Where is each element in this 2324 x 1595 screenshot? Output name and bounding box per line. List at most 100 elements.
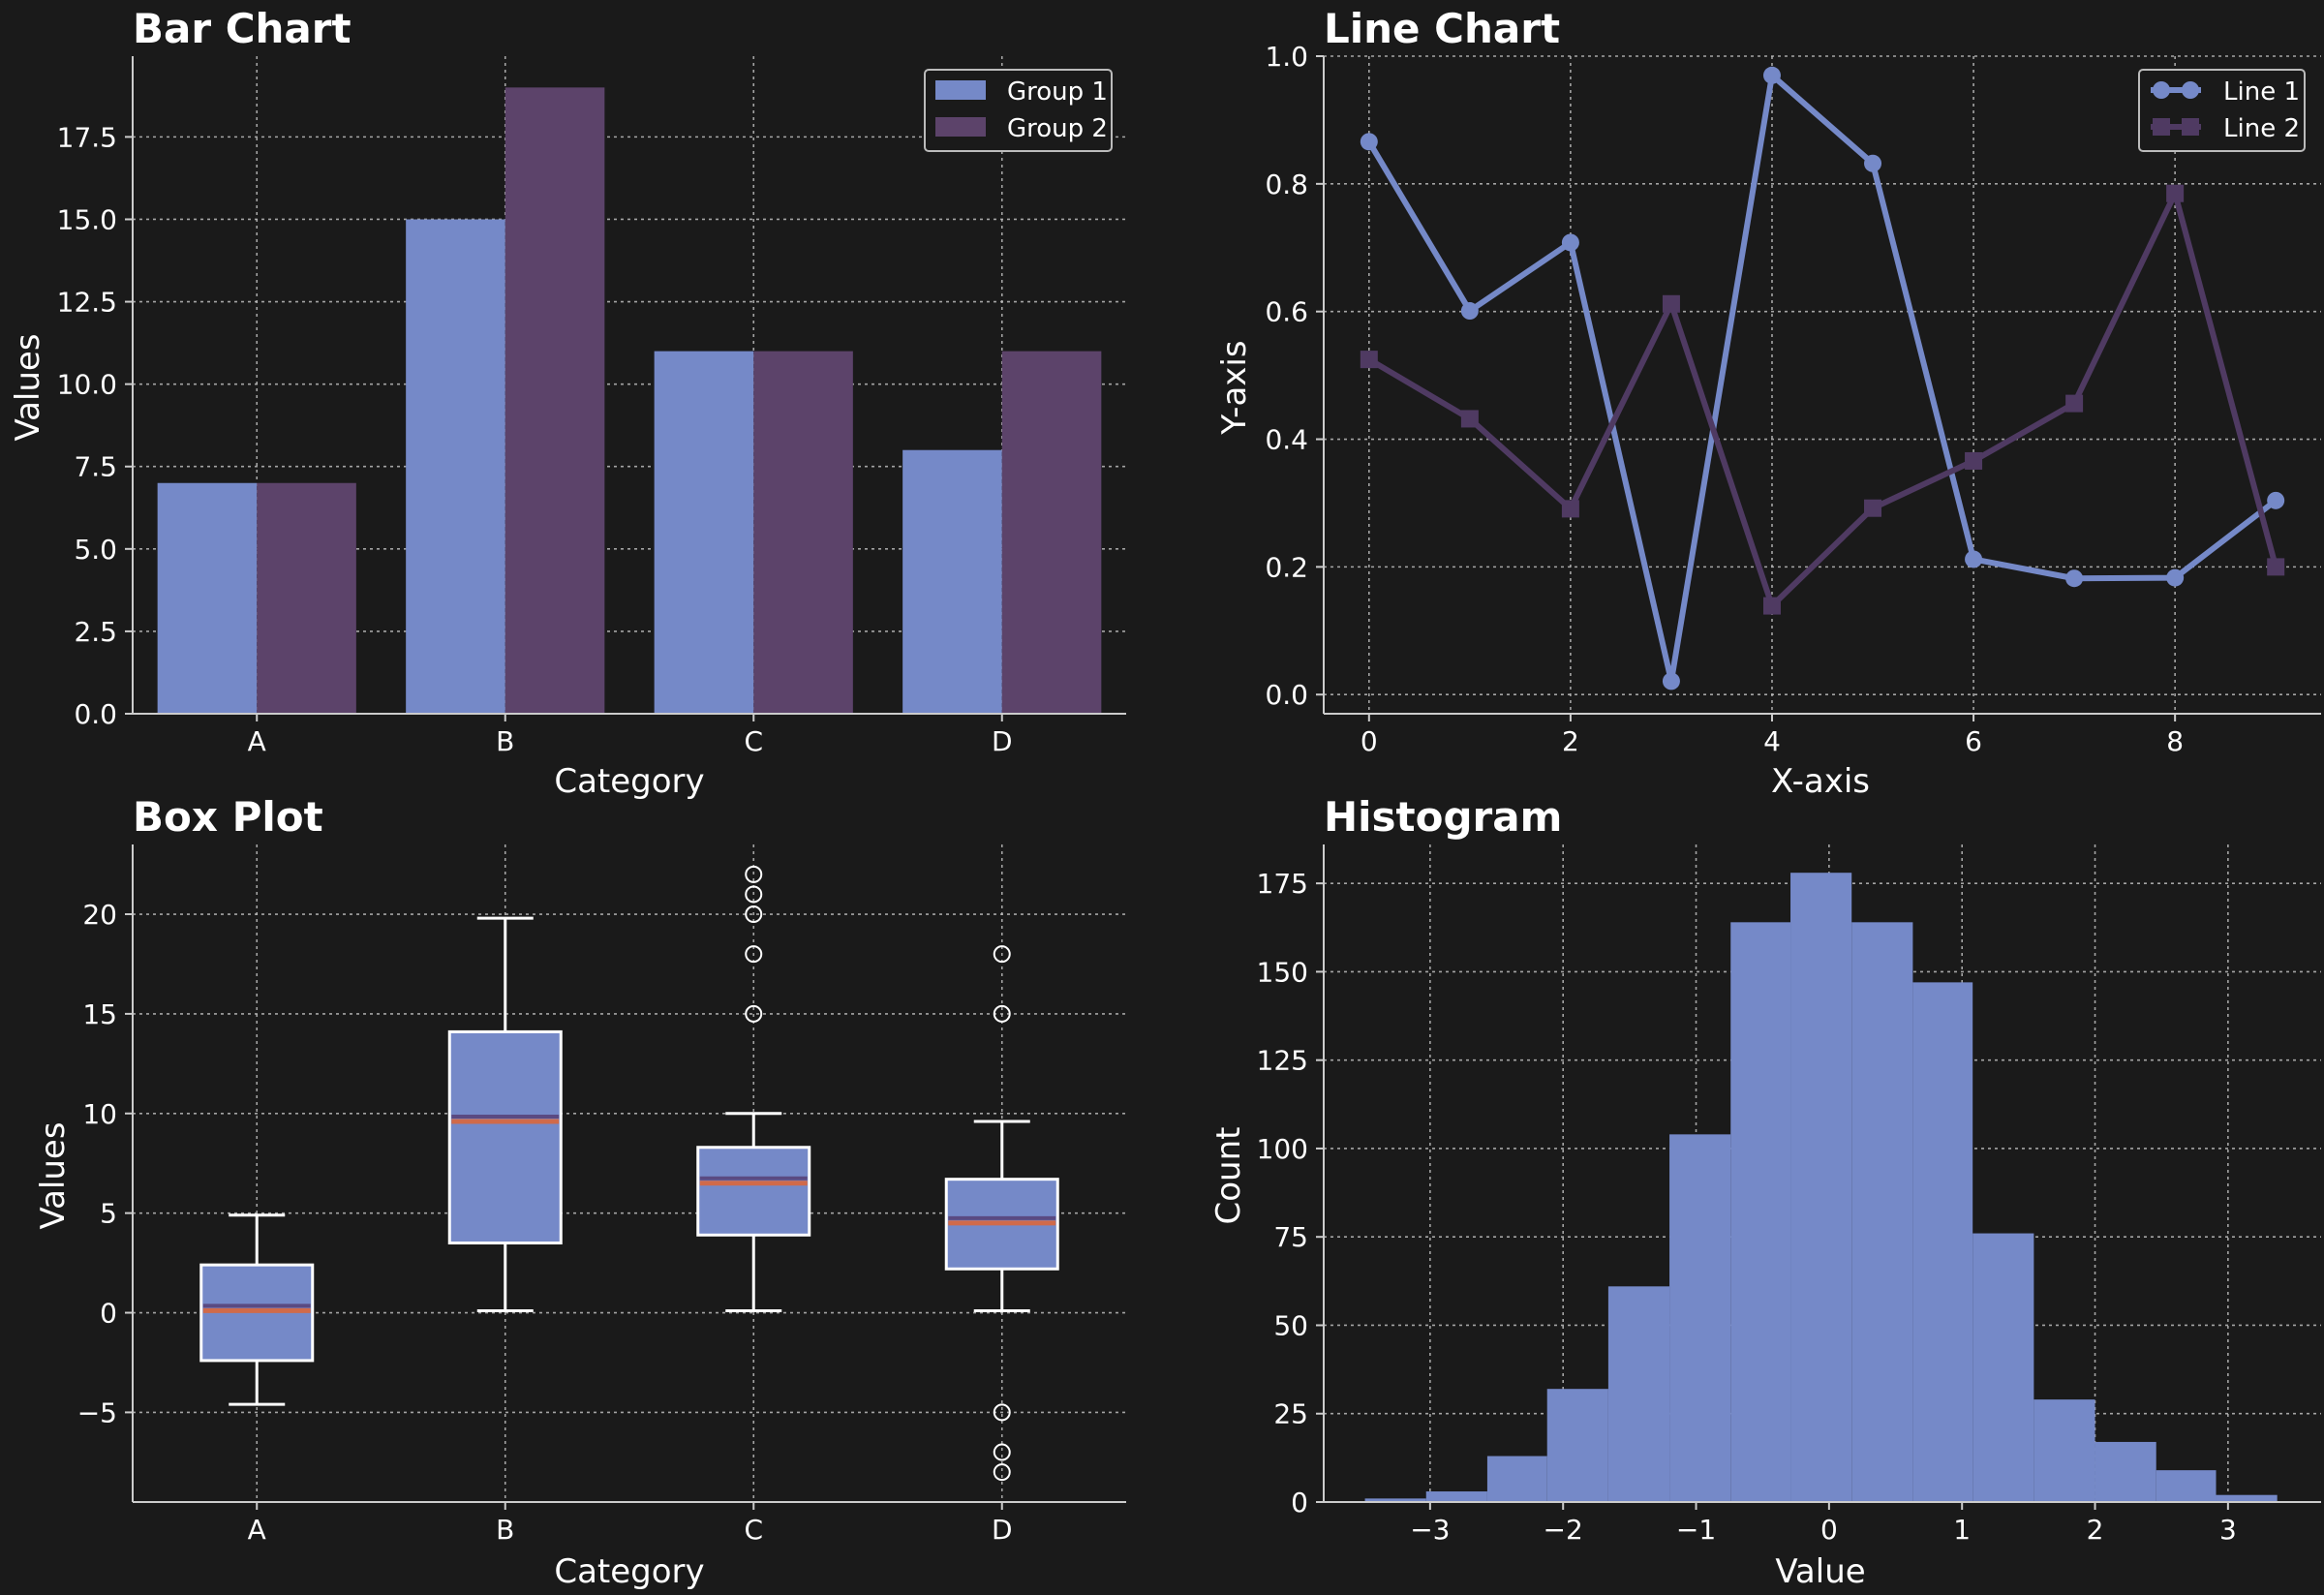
line-series-2-point (2267, 558, 2285, 576)
bar-group2-b (505, 87, 605, 715)
line-series-1-point (2065, 569, 2084, 588)
hist-xtick-label: 1 (1953, 1514, 1971, 1546)
bar-legend-label-group2: Group 2 (1007, 114, 1108, 143)
line-chart-lines (1360, 66, 2285, 690)
hist-xtick-label: 2 (2087, 1514, 2104, 1546)
histogram-bin (1669, 1134, 1731, 1502)
line-series-1-path (1366, 72, 2278, 685)
histogram-title: Histogram (1324, 793, 1562, 841)
box-ytick-label: 20 (82, 899, 117, 931)
box-c-outlier (745, 1004, 763, 1023)
box-c-outlier (745, 885, 763, 904)
line-legend-marker-line1 (2153, 81, 2170, 99)
box-d-outlier (993, 1443, 1011, 1461)
bar-group2-c (753, 351, 853, 714)
box-c-iqr-box (696, 1146, 811, 1237)
histogram-bin (1730, 922, 1791, 1502)
line-xtick-label: 0 (1361, 725, 1378, 757)
bar-chart-title: Bar Chart (133, 5, 352, 52)
box-xtick-label: C (744, 1514, 763, 1546)
histogram-bin (1790, 873, 1852, 1502)
line-series-2-point (1762, 597, 1781, 615)
bar-group1-c (654, 351, 754, 714)
line-legend-label-line2: Line 2 (2223, 114, 2300, 143)
bar-ytick-label: 15.0 (57, 203, 117, 235)
line-chart-legend: Line 1 Line 2 (2138, 69, 2306, 152)
bar-xtick-label: A (248, 725, 266, 757)
line-series-1-point (1561, 233, 1579, 252)
line-ytick-label: 0.8 (1265, 169, 1308, 200)
box-c-outlier (745, 905, 763, 924)
line-series-1-point (1460, 302, 1479, 321)
bar-ytick-label: 12.5 (57, 287, 117, 319)
box-plot-boxes (199, 865, 1059, 1482)
line-chart-title: Line Chart (1324, 5, 1560, 52)
box-plot-axes: −5 0 5 10 15 20 A B C D (77, 844, 1126, 1546)
line-series-2-point (2065, 394, 2084, 413)
line-series-2-point (1864, 499, 1882, 517)
box-plot-xlabel: Category (554, 1552, 704, 1591)
histogram-bin (2095, 1441, 2156, 1502)
line-series-2-point (1360, 351, 1378, 369)
line-series-1-point (2267, 491, 2285, 509)
box-d-outlier (993, 945, 1011, 964)
bar-group1-d (902, 449, 1002, 714)
hist-ytick-label: 175 (1257, 868, 1308, 900)
line-legend-marker-line1b (2182, 81, 2199, 99)
bar-ytick-label: 10.0 (57, 369, 117, 401)
bar-group2-d (1001, 351, 1102, 714)
line-legend-marker-line2 (2153, 118, 2170, 136)
line-xtick-label: 4 (1763, 725, 1781, 757)
box-ytick-label: 5 (100, 1198, 117, 1230)
line-series-2-point (1561, 500, 1579, 518)
line-series-1-point (1864, 154, 1882, 172)
line-ytick-label: 0.4 (1265, 424, 1308, 456)
hist-xtick-label: 0 (1820, 1514, 1838, 1546)
line-xtick-label: 2 (1562, 725, 1579, 757)
hist-ytick-label: 75 (1273, 1221, 1308, 1253)
hist-ytick-label: 25 (1273, 1398, 1308, 1430)
histogram-ylabel: Count (1209, 1127, 1248, 1225)
box-d-outlier (993, 1403, 1011, 1422)
histogram-bin (2216, 1494, 2278, 1502)
bar-xtick-label: B (496, 725, 514, 757)
histogram-bin (1607, 1286, 1670, 1502)
bar-ytick-label: 0.0 (74, 698, 117, 730)
hist-ytick-label: 150 (1257, 956, 1308, 988)
bar-chart-xlabel: Category (554, 762, 704, 801)
box-b-iqr-box (447, 1029, 563, 1245)
line-xtick-label: 8 (2166, 725, 2184, 757)
histogram-bin (1912, 982, 1973, 1502)
box-d-outlier (993, 1004, 1011, 1023)
box-ytick-label: −5 (77, 1396, 117, 1428)
bar-ytick-label: 7.5 (74, 451, 117, 483)
line-ytick-label: 0.2 (1265, 551, 1308, 583)
line-legend-marker-line2b (2182, 118, 2199, 136)
box-ytick-label: 0 (100, 1298, 117, 1330)
line-chart-axes: 0.0 0.2 0.4 0.6 0.8 1.0 0 2 4 6 8 (1265, 41, 2321, 757)
hist-ytick-label: 100 (1257, 1133, 1308, 1165)
bar-chart-axes: 0.0 2.5 5.0 7.5 10.0 12.5 15.0 17.5 A B C D (57, 56, 1126, 757)
line-series-1-point (1965, 550, 1983, 568)
line-chart-grid (1324, 55, 2321, 714)
bar-chart-bars (157, 87, 1102, 715)
line-ytick-label: 0.0 (1265, 679, 1308, 711)
bar-legend-swatch-group2 (935, 117, 986, 137)
histogram-bin (1425, 1491, 1487, 1502)
line-ytick-label: 0.6 (1265, 296, 1308, 328)
bar-chart-legend: Group 1 Group 2 (924, 69, 1113, 152)
bar-ytick-label: 5.0 (74, 534, 117, 566)
hist-xtick-label: −3 (1410, 1514, 1450, 1546)
bar-ytick-label: 17.5 (57, 121, 117, 153)
box-c-outlier (745, 865, 763, 883)
hist-ytick-label: 50 (1273, 1309, 1308, 1341)
histogram-bin (2156, 1470, 2217, 1502)
bar-legend-label-group1: Group 1 (1007, 77, 1108, 107)
histogram-bin (1486, 1456, 1547, 1502)
bar-group1-a (157, 482, 258, 714)
hist-ytick-label: 125 (1257, 1045, 1308, 1077)
line-series-1-point (1662, 672, 1680, 690)
bar-chart-ylabel: Values (9, 333, 47, 441)
line-chart-ylabel: Y-axis (1215, 340, 1254, 435)
